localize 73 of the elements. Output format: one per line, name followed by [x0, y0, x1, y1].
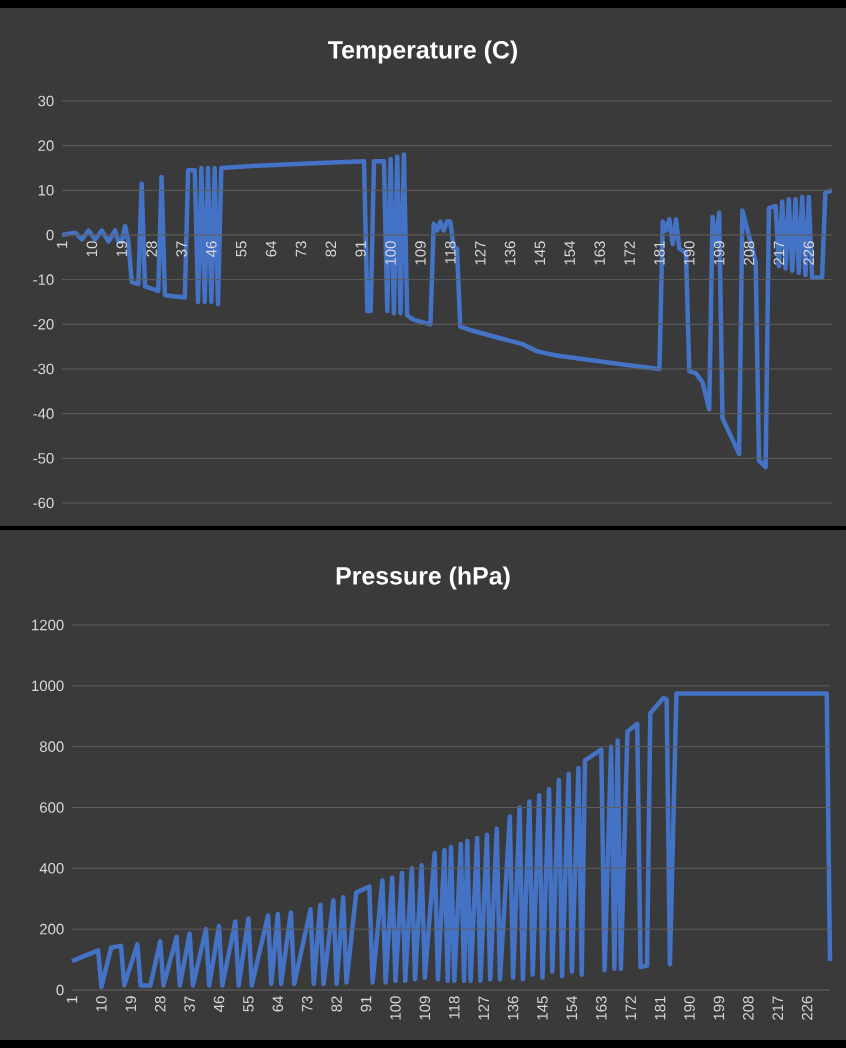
- x-tick-label: 127: [478, 996, 489, 1020]
- y-tick-label: -50: [33, 453, 54, 464]
- y-tick-label: 1200: [32, 619, 64, 631]
- x-tick-label: 199: [713, 996, 725, 1020]
- x-tick-label: 37: [176, 241, 187, 257]
- x-tick-label: 190: [684, 996, 695, 1020]
- y-tick-label: -60: [33, 497, 54, 509]
- y-tick-label: 20: [38, 140, 54, 151]
- y-tick-label: -30: [33, 363, 54, 375]
- x-tick-label: 127: [474, 241, 486, 265]
- x-tick-label: 217: [772, 996, 783, 1020]
- x-tick-label: 82: [325, 241, 337, 257]
- x-tick-label: 73: [295, 241, 307, 257]
- x-tick-label: 28: [146, 241, 157, 257]
- x-tick-label: 73: [301, 996, 313, 1012]
- x-tick-label: 19: [125, 996, 137, 1012]
- x-tick-label: 208: [743, 241, 755, 265]
- x-tick-label: 10: [96, 996, 107, 1012]
- x-tick-label: 109: [415, 241, 426, 265]
- x-tick-label: 64: [272, 996, 284, 1012]
- x-tick-label: 217: [773, 241, 785, 265]
- y-tick-label: -20: [33, 319, 54, 330]
- x-tick-label: 37: [184, 996, 195, 1012]
- x-tick-label: 118: [445, 241, 456, 264]
- y-tick-label: -10: [33, 274, 54, 285]
- x-tick-label: 190: [683, 241, 695, 265]
- y-tick-label: 400: [39, 863, 64, 874]
- x-tick-label: 181: [654, 996, 666, 1020]
- x-tick-label: 172: [624, 241, 635, 265]
- x-tick-label: 1: [56, 241, 68, 248]
- chart-title: Pressure (hPa): [336, 566, 510, 590]
- x-tick-label: 91: [355, 241, 366, 257]
- x-tick-label: 172: [625, 996, 636, 1020]
- y-tick-label: 200: [40, 923, 64, 935]
- line-series: [69, 691, 833, 990]
- x-tick-label: 145: [537, 996, 548, 1020]
- x-tick-label: 100: [390, 996, 401, 1020]
- x-tick-label: 64: [265, 241, 277, 257]
- x-tick-label: 136: [504, 241, 516, 265]
- x-tick-label: 118: [448, 996, 460, 1019]
- x-tick-label: 181: [654, 241, 665, 265]
- x-tick-label: 154: [566, 996, 578, 1020]
- x-tick-label: 28: [154, 996, 166, 1012]
- y-tick-label: 0: [56, 984, 64, 996]
- line-series: [59, 152, 835, 470]
- x-tick-label: 163: [594, 241, 605, 265]
- y-tick-label: 1000: [32, 680, 64, 692]
- x-tick-label: 55: [236, 241, 247, 257]
- y-tick-label: 10: [38, 185, 54, 196]
- x-tick-label: 46: [213, 996, 225, 1012]
- x-tick-label: 46: [206, 241, 217, 257]
- x-tick-label: 136: [507, 996, 519, 1020]
- x-tick-label: 154: [564, 241, 576, 265]
- x-tick-label: 55: [243, 996, 254, 1012]
- x-tick-label: 109: [419, 996, 431, 1020]
- x-tick-label: 208: [743, 996, 754, 1020]
- x-tick-label: 199: [713, 241, 725, 265]
- x-tick-label: 19: [116, 241, 128, 257]
- x-tick-label: 82: [331, 996, 342, 1012]
- y-tick-label: 800: [39, 741, 64, 752]
- x-tick-label: 163: [596, 996, 607, 1020]
- x-tick-label: 226: [803, 241, 815, 265]
- x-tick-label: 10: [86, 241, 98, 257]
- y-tick-label: 0: [46, 229, 54, 241]
- y-tick-label: -40: [33, 408, 54, 419]
- x-tick-label: 91: [360, 996, 372, 1012]
- y-tick-label: 30: [38, 95, 54, 107]
- x-tick-label: 226: [801, 996, 813, 1020]
- y-tick-label: 600: [40, 802, 64, 813]
- x-tick-label: 1: [66, 996, 78, 1003]
- x-tick-label: 145: [534, 241, 546, 265]
- chart-title: Temperature (C): [328, 40, 517, 64]
- x-tick-label: 100: [385, 241, 396, 265]
